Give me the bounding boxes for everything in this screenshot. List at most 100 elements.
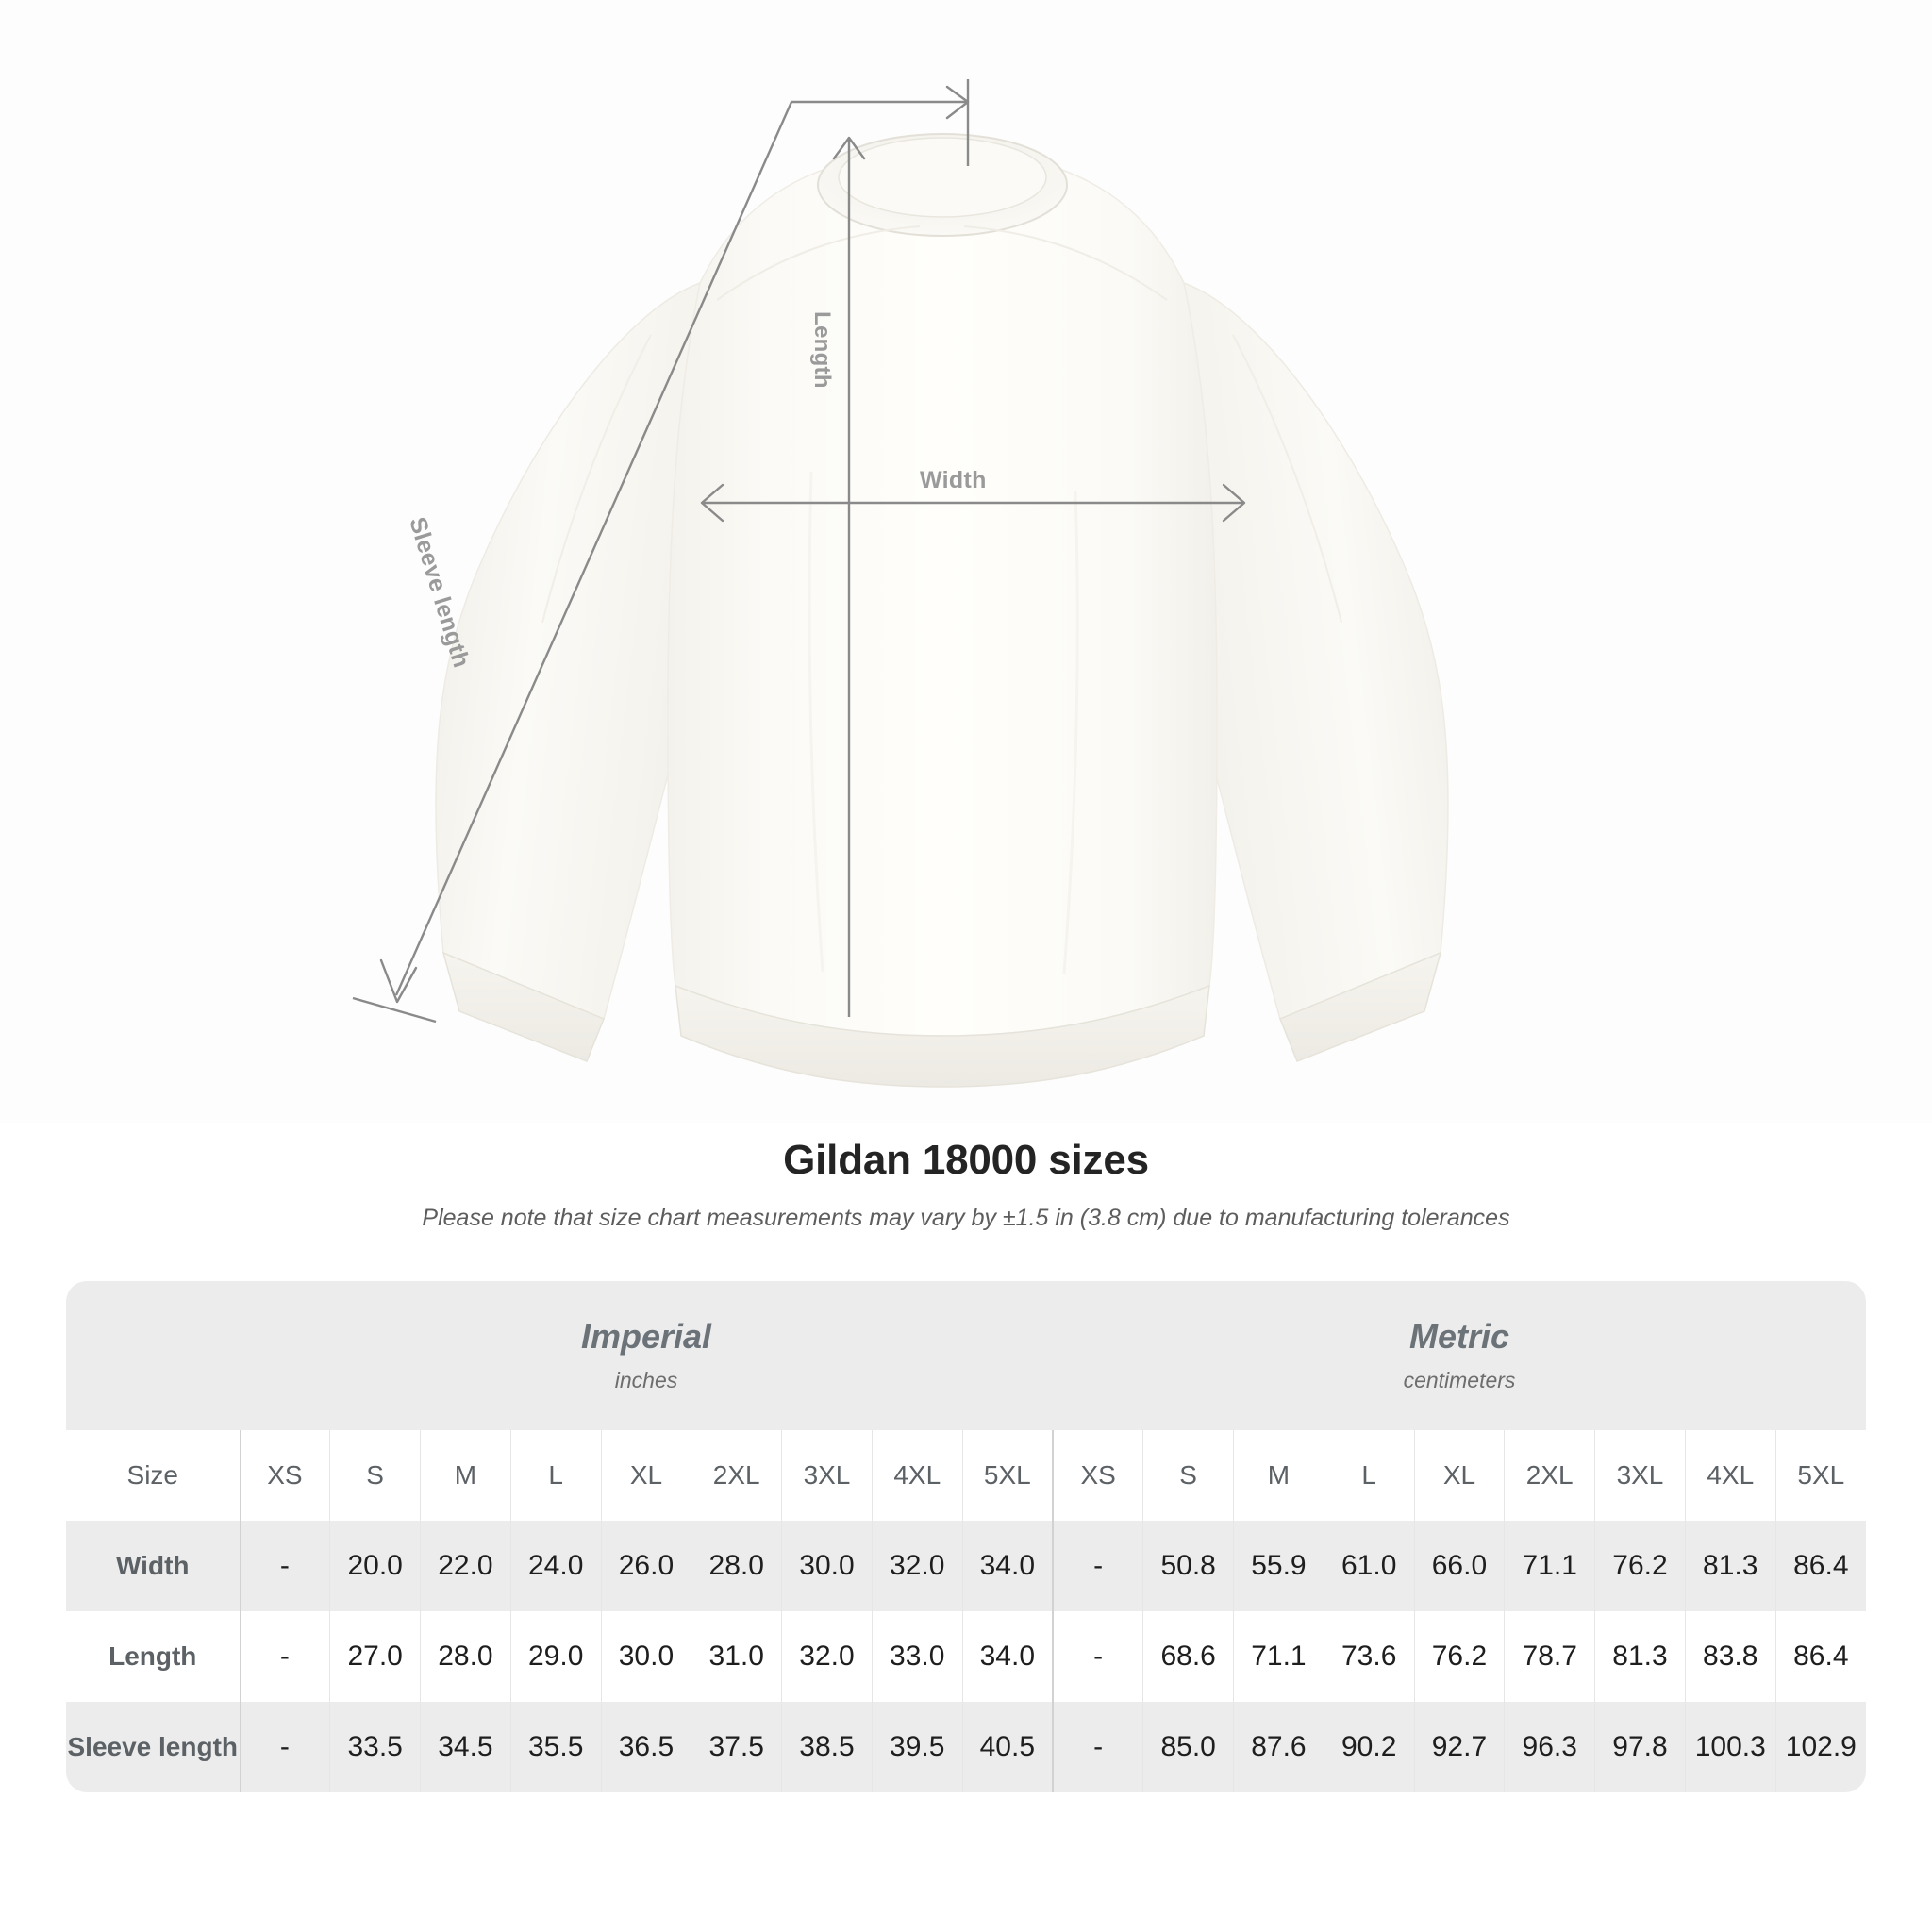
size-header-metric-2xl: 2XL bbox=[1504, 1430, 1596, 1521]
cell-imperial-5xl: 34.0 bbox=[962, 1521, 1054, 1611]
cell-metric-m: 55.9 bbox=[1233, 1521, 1324, 1611]
cell-imperial-4xl: 33.0 bbox=[872, 1611, 963, 1702]
unit-group-subtitle: centimeters bbox=[1403, 1368, 1516, 1393]
cell-metric-s: 85.0 bbox=[1142, 1702, 1235, 1792]
cell-metric-2xl: 96.3 bbox=[1504, 1702, 1596, 1792]
unit-group-name: Metric bbox=[1408, 1316, 1510, 1356]
cell-imperial-4xl: 39.5 bbox=[872, 1702, 963, 1792]
unit-banner-spacer bbox=[66, 1281, 240, 1430]
row-label-width: Width bbox=[66, 1521, 241, 1611]
cell-imperial-3xl: 32.0 bbox=[781, 1611, 873, 1702]
cell-metric-m: 71.1 bbox=[1233, 1611, 1324, 1702]
cell-imperial-s: 33.5 bbox=[329, 1702, 422, 1792]
cell-imperial-3xl: 30.0 bbox=[781, 1521, 873, 1611]
cell-imperial-xs: - bbox=[240, 1521, 331, 1611]
size-header-imperial-3xl: 3XL bbox=[781, 1430, 873, 1521]
width-measure-label: Width bbox=[920, 467, 987, 493]
size-header-imperial-2xl: 2XL bbox=[691, 1430, 783, 1521]
size-header-imperial-4xl: 4XL bbox=[872, 1430, 963, 1521]
size-table-container: Imperial inches Metric centimeters Size XS S M L… bbox=[66, 1281, 1866, 1792]
cell-metric-l: 90.2 bbox=[1324, 1702, 1415, 1792]
cell-imperial-5xl: 34.0 bbox=[962, 1611, 1054, 1702]
cell-metric-xs: - bbox=[1052, 1702, 1144, 1792]
cell-metric-s: 68.6 bbox=[1142, 1611, 1235, 1702]
cell-metric-xl: 66.0 bbox=[1414, 1521, 1506, 1611]
size-header-imperial-l: L bbox=[510, 1430, 602, 1521]
cell-metric-3xl: 97.8 bbox=[1594, 1702, 1686, 1792]
cell-imperial-l: 24.0 bbox=[510, 1521, 602, 1611]
cell-imperial-l: 35.5 bbox=[510, 1702, 602, 1792]
cell-imperial-2xl: 28.0 bbox=[691, 1521, 783, 1611]
cell-metric-3xl: 76.2 bbox=[1594, 1521, 1686, 1611]
table-row: Sleeve length -33.5 34.5 35.5 36.5 37.5 38.5 39… bbox=[66, 1702, 1866, 1792]
size-header-imperial-5xl: 5XL bbox=[962, 1430, 1054, 1521]
unit-group-imperial: Imperial inches bbox=[240, 1281, 1053, 1430]
size-header-metric-5xl: 5XL bbox=[1775, 1430, 1866, 1521]
size-header-imperial-s: S bbox=[329, 1430, 422, 1521]
cell-imperial-xl: 30.0 bbox=[601, 1611, 692, 1702]
cell-imperial-s: 20.0 bbox=[329, 1521, 422, 1611]
size-header-metric-m: M bbox=[1233, 1430, 1324, 1521]
cell-imperial-2xl: 31.0 bbox=[691, 1611, 783, 1702]
table-row: Width -20.0 22.0 24.0 26.0 28.0 30.0 32.0 34.0-5… bbox=[66, 1521, 1866, 1611]
cell-metric-5xl: 102.9 bbox=[1775, 1702, 1866, 1792]
cell-metric-xs: - bbox=[1052, 1521, 1144, 1611]
cell-imperial-xl: 26.0 bbox=[601, 1521, 692, 1611]
size-header-metric-l: L bbox=[1324, 1430, 1415, 1521]
size-table: Imperial inches Metric centimeters Size XS S M L… bbox=[66, 1281, 1866, 1792]
cell-imperial-5xl: 40.5 bbox=[962, 1702, 1054, 1792]
cell-imperial-xs: - bbox=[240, 1611, 331, 1702]
width-guide bbox=[700, 483, 1246, 523]
garment-illustration bbox=[352, 79, 1449, 1088]
unit-group-subtitle: inches bbox=[614, 1368, 678, 1393]
cell-metric-5xl: 86.4 bbox=[1775, 1611, 1866, 1702]
unit-group-name: Imperial bbox=[580, 1316, 712, 1356]
size-header-imperial-m: M bbox=[420, 1430, 511, 1521]
cell-metric-4xl: 83.8 bbox=[1685, 1611, 1776, 1702]
size-header-metric-3xl: 3XL bbox=[1594, 1430, 1686, 1521]
cell-metric-l: 73.6 bbox=[1324, 1611, 1415, 1702]
cell-imperial-4xl: 32.0 bbox=[872, 1521, 963, 1611]
page-title: Gildan 18000 sizes bbox=[783, 1137, 1149, 1183]
size-header-metric-xs: XS bbox=[1052, 1430, 1144, 1521]
size-header-label: Size bbox=[66, 1430, 241, 1521]
cell-imperial-3xl: 38.5 bbox=[781, 1702, 873, 1792]
size-header-imperial-xl: XL bbox=[601, 1430, 692, 1521]
size-header-metric-4xl: 4XL bbox=[1685, 1430, 1776, 1521]
row-label-length: Length bbox=[66, 1611, 241, 1702]
title-block: Gildan 18000 sizes Please note that size… bbox=[0, 1137, 1932, 1232]
cell-imperial-xl: 36.5 bbox=[601, 1702, 692, 1792]
size-header-metric-s: S bbox=[1142, 1430, 1235, 1521]
row-label-sleeve-length: Sleeve length bbox=[66, 1702, 241, 1792]
cell-metric-4xl: 100.3 bbox=[1685, 1702, 1776, 1792]
cell-metric-5xl: 86.4 bbox=[1775, 1521, 1866, 1611]
size-header-metric-xl: XL bbox=[1414, 1430, 1506, 1521]
table-row: Length -27.0 28.0 29.0 30.0 31.0 32.0 33.0 34.0-… bbox=[66, 1611, 1866, 1702]
cell-imperial-s: 27.0 bbox=[329, 1611, 422, 1702]
size-header-imperial-xs: XS bbox=[240, 1430, 331, 1521]
unit-banner-row: Imperial inches Metric centimeters bbox=[66, 1281, 1866, 1430]
length-measure-label: Length bbox=[809, 311, 835, 389]
cell-metric-3xl: 81.3 bbox=[1594, 1611, 1686, 1702]
cell-imperial-m: 28.0 bbox=[420, 1611, 511, 1702]
cell-metric-xl: 76.2 bbox=[1414, 1611, 1506, 1702]
garment-diagram: Length Width Sleeve length bbox=[352, 79, 1449, 1088]
cell-metric-s: 50.8 bbox=[1142, 1521, 1235, 1611]
cell-metric-2xl: 78.7 bbox=[1504, 1611, 1596, 1702]
size-header-row: Size XS S M L XL 2XL 3XL 4XL 5XL XS S M L XL 2XL 3XL 4XL 5… bbox=[66, 1430, 1866, 1521]
cell-metric-l: 61.0 bbox=[1324, 1521, 1415, 1611]
measurement-guides bbox=[352, 79, 1246, 1024]
cell-imperial-m: 22.0 bbox=[420, 1521, 511, 1611]
cell-imperial-2xl: 37.5 bbox=[691, 1702, 783, 1792]
cell-metric-xs: - bbox=[1052, 1611, 1144, 1702]
cell-imperial-xs: - bbox=[240, 1702, 331, 1792]
tolerance-note: Please note that size chart measurements… bbox=[422, 1205, 1510, 1231]
length-guide bbox=[832, 136, 866, 1017]
cell-metric-m: 87.6 bbox=[1233, 1702, 1324, 1792]
sleeve-length-guide bbox=[352, 79, 970, 1024]
sweatshirt-graphic bbox=[435, 133, 1449, 1088]
cell-imperial-m: 34.5 bbox=[420, 1702, 511, 1792]
unit-group-metric: Metric centimeters bbox=[1053, 1281, 1866, 1430]
cell-imperial-l: 29.0 bbox=[510, 1611, 602, 1702]
